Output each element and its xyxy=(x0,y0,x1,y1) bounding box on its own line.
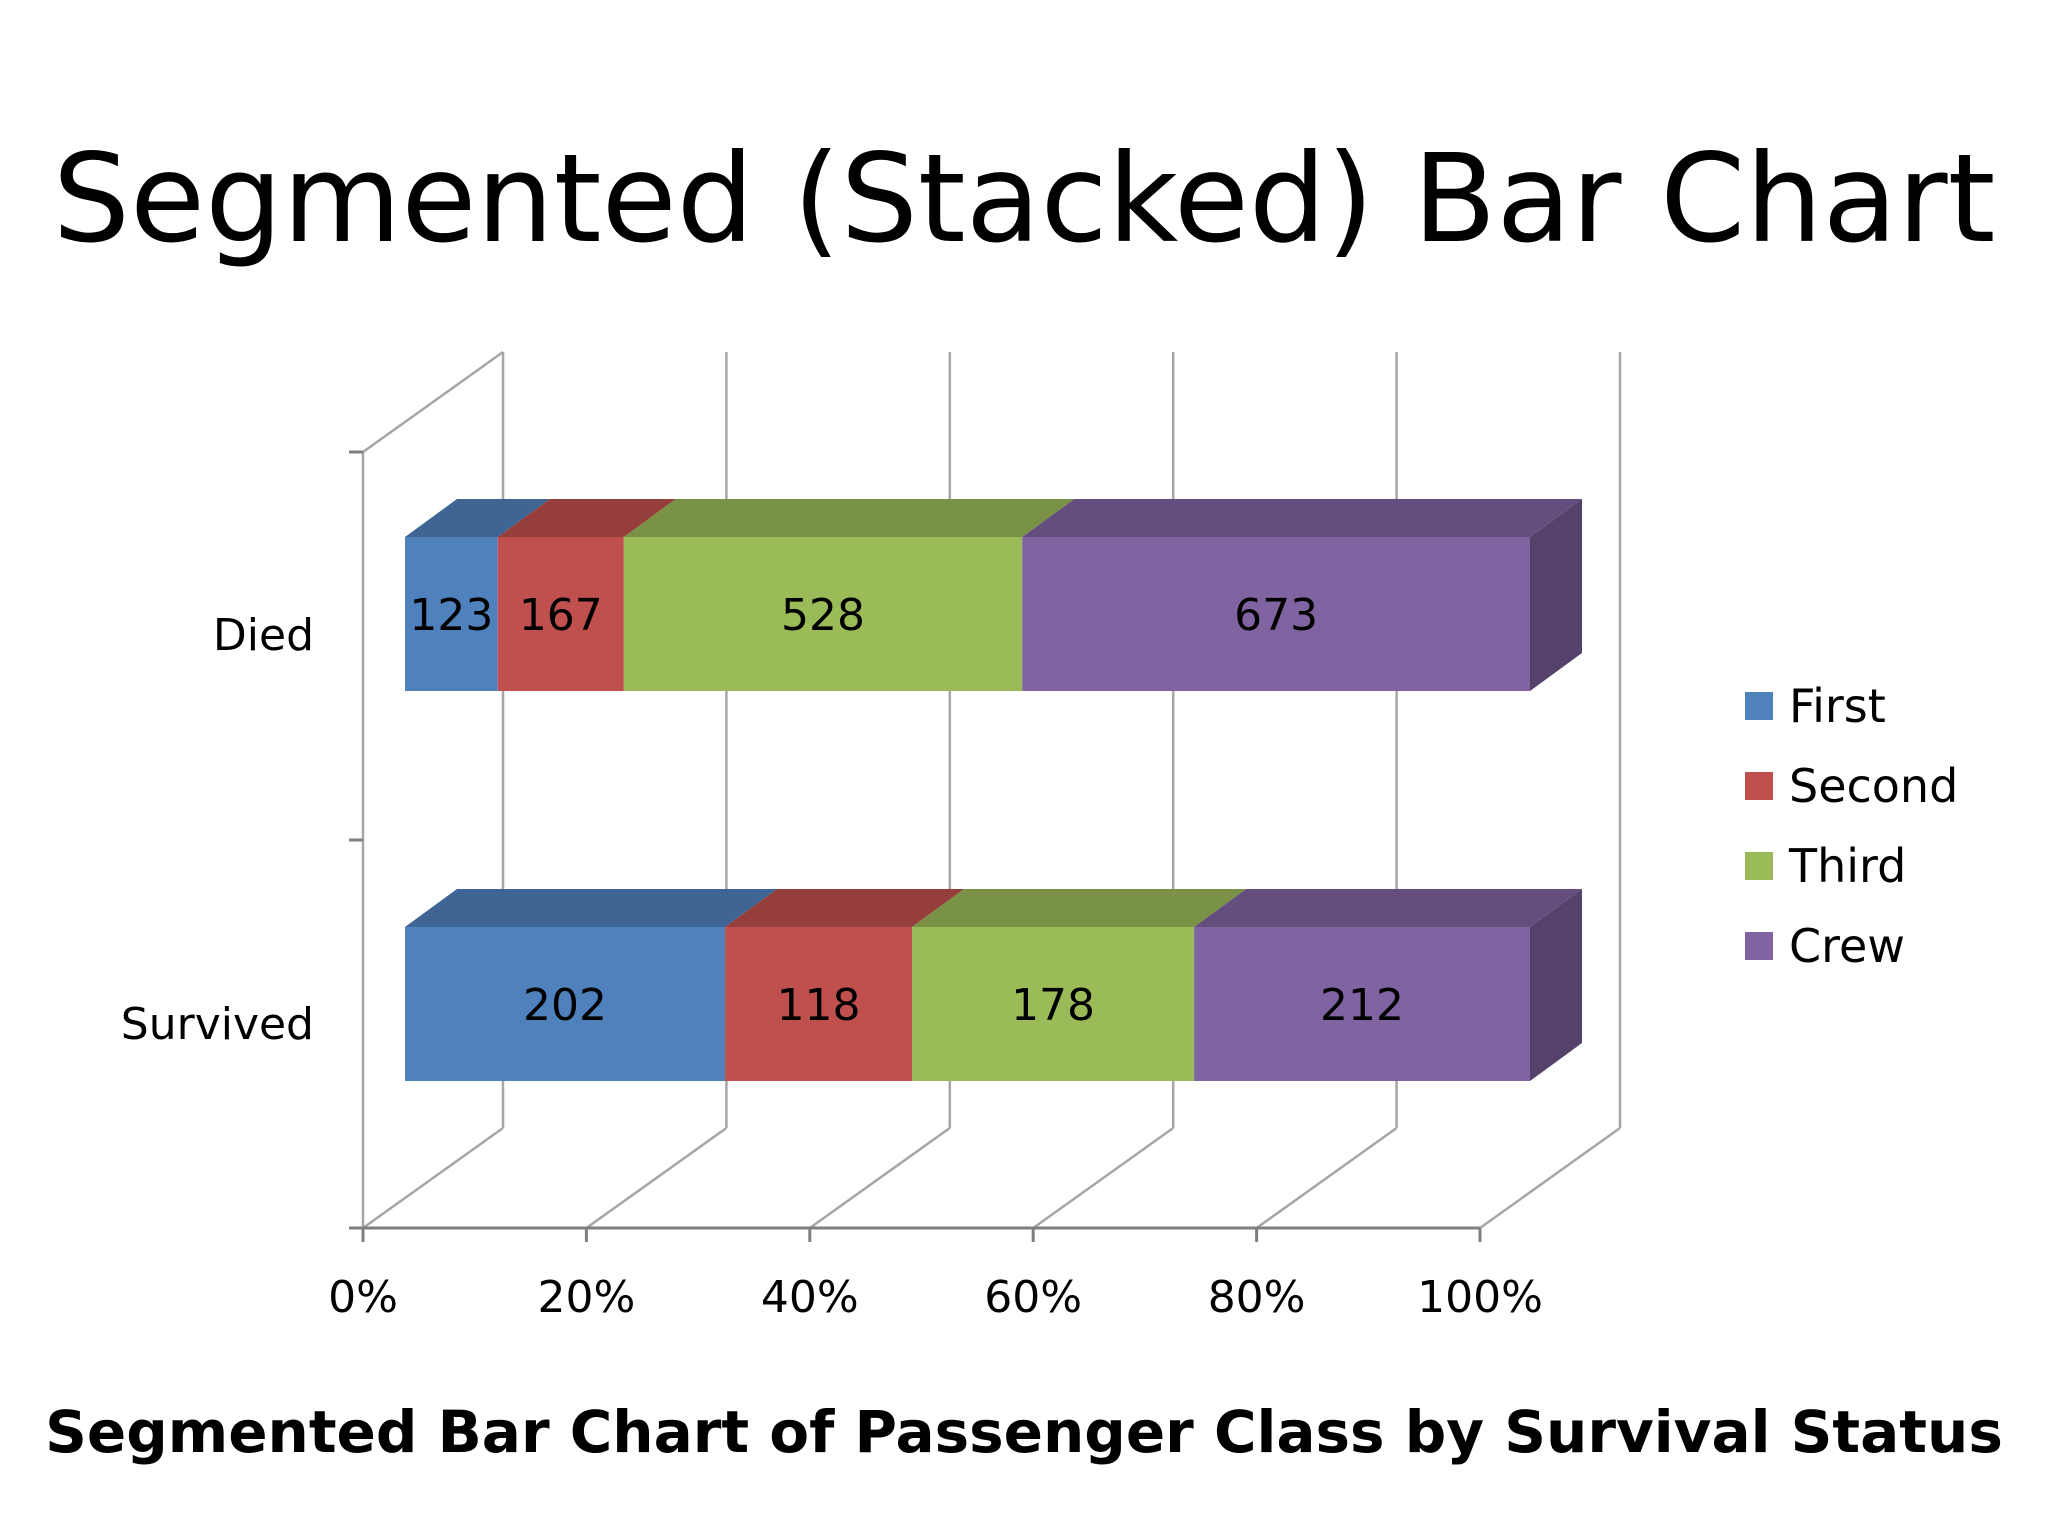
legend-swatch-third xyxy=(1745,852,1773,880)
chart-caption: Segmented Bar Chart of Passenger Class b… xyxy=(45,1398,2003,1466)
data-label-died-crew: 673 xyxy=(1234,590,1318,641)
x-tick-label-4: 80% xyxy=(1208,1272,1306,1323)
legend-swatch-first xyxy=(1745,692,1773,720)
x-tick-label-1: 20% xyxy=(538,1272,636,1323)
x-tick-label-5: 100% xyxy=(1417,1272,1543,1323)
legend-swatch-second xyxy=(1745,772,1773,800)
bar-top-survived-third xyxy=(912,889,1247,927)
chart-legend: First Second Third Crew xyxy=(1745,679,1958,973)
chart-walls xyxy=(349,350,1622,1242)
bar-died-crew xyxy=(1022,537,1530,691)
floor-gridline-0 xyxy=(362,1126,504,1230)
legend-label-third: Third xyxy=(1788,839,1906,893)
bar-survived-third xyxy=(912,927,1195,1081)
data-label-survived-third: 178 xyxy=(1011,980,1095,1031)
bar-died-second xyxy=(497,537,624,691)
bar-survived-second xyxy=(725,927,913,1081)
data-label-died-first: 123 xyxy=(409,590,493,641)
bar-top-died-crew xyxy=(1022,499,1582,537)
chart-bars xyxy=(405,499,1582,1081)
bar-side-survived xyxy=(1530,889,1582,1081)
data-label-survived-first: 202 xyxy=(523,980,607,1031)
bar-top-died-second xyxy=(497,499,676,537)
bar-top-survived-second xyxy=(725,889,965,927)
bar-top-survived-crew xyxy=(1194,889,1582,927)
axis-left-top-edge xyxy=(362,350,504,454)
floor-gridline-5 xyxy=(1479,1126,1621,1230)
legend-swatch-crew xyxy=(1745,932,1773,960)
bar-top-died-first xyxy=(405,499,550,537)
bar-died-first xyxy=(405,537,498,691)
floor-gridline-4 xyxy=(1255,1126,1398,1230)
slide-title: Segmented (Stacked) Bar Chart xyxy=(52,128,1996,270)
bar-survived-first xyxy=(405,927,726,1081)
data-label-survived-second: 118 xyxy=(777,980,861,1031)
bar-top-survived-first xyxy=(405,889,778,927)
category-label-survived: Survived xyxy=(121,999,314,1050)
data-label-died-third: 528 xyxy=(781,590,865,641)
floor-gridline-2 xyxy=(809,1126,951,1230)
legend-label-first: First xyxy=(1789,679,1886,733)
bar-died-third xyxy=(623,537,1023,691)
x-tick-label-2: 40% xyxy=(761,1272,859,1323)
chart-labels: 0% 20% 40% 60% 80% 100% 123 167 528 673 Died 202 118… xyxy=(121,590,1543,1323)
bar-top-died-third xyxy=(623,499,1075,537)
bar-side-died xyxy=(1530,499,1582,691)
floor-gridline-3 xyxy=(1032,1126,1174,1230)
data-label-died-second: 167 xyxy=(519,590,603,641)
legend-label-second: Second xyxy=(1789,759,1958,813)
x-tick-label-0: 0% xyxy=(328,1272,398,1323)
legend-label-crew: Crew xyxy=(1789,919,1905,973)
x-tick-label-3: 60% xyxy=(984,1272,1082,1323)
category-label-died: Died xyxy=(213,610,314,661)
floor-gridline-1 xyxy=(585,1126,728,1230)
bar-survived-crew xyxy=(1194,927,1530,1081)
data-label-survived-crew: 212 xyxy=(1320,980,1404,1031)
